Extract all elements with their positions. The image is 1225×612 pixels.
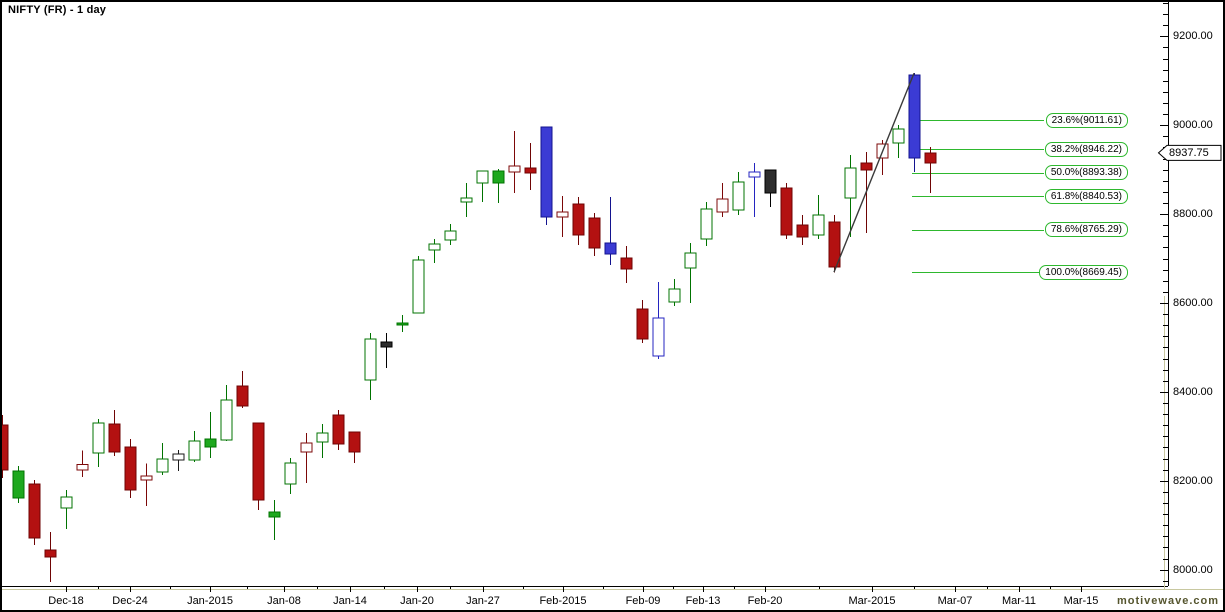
candle (796, 224, 809, 238)
fib-level-label[interactable]: 38.2%(8946.22) (1044, 141, 1128, 157)
candle (156, 458, 169, 473)
fib-level-label[interactable]: 61.8%(8840.53) (1044, 188, 1128, 204)
candle (0, 424, 9, 471)
candle (108, 423, 121, 453)
candle (572, 203, 585, 236)
candle (812, 214, 825, 236)
candle (140, 475, 153, 481)
candle (44, 549, 57, 558)
candle (316, 432, 329, 443)
price-axis-label: 8800.00 (1173, 208, 1213, 221)
time-axis-label: Feb-13 (685, 595, 721, 607)
time-axis-label: Mar-07 (937, 595, 973, 607)
price-axis-label: 8400.00 (1173, 385, 1213, 398)
time-axis-label: Jan-27 (466, 595, 500, 607)
price-axis-label: 8600.00 (1173, 297, 1213, 309)
candle (476, 170, 489, 184)
candle (540, 126, 553, 218)
candle (652, 317, 665, 357)
time-axis-label: Jan-14 (333, 595, 367, 607)
candle (444, 230, 457, 241)
candle (668, 288, 681, 303)
candle (716, 198, 729, 213)
candle (76, 463, 89, 471)
candle (364, 338, 377, 381)
last-price-tag: 8937.75 (1169, 147, 1209, 159)
candle (172, 453, 185, 461)
chart-title: NIFTY (FR) - 1 day (8, 4, 107, 16)
time-axis-label: Jan-20 (400, 595, 434, 607)
candle (220, 399, 233, 441)
candle (924, 152, 937, 164)
last-price-marker (1157, 144, 1222, 161)
candle (588, 217, 601, 249)
candle (492, 170, 505, 184)
candle (556, 211, 569, 218)
candle (524, 167, 537, 174)
trendline[interactable] (833, 73, 915, 273)
candle (124, 446, 137, 491)
candle (636, 308, 649, 340)
candle (268, 511, 281, 518)
candle (764, 169, 777, 194)
time-axis-label: Feb-09 (625, 595, 661, 607)
candle (92, 422, 105, 454)
fib-level-label[interactable]: 78.6%(8765.29) (1044, 222, 1128, 238)
candle (348, 431, 361, 453)
time-axis-label: Dec-18 (48, 595, 84, 607)
candle (508, 165, 521, 173)
candle (732, 181, 745, 211)
candle (300, 442, 313, 453)
time-axis-label: Dec-24 (112, 595, 148, 607)
candle (204, 438, 217, 448)
candle (60, 496, 73, 509)
candle (284, 462, 297, 485)
time-axis-label: Mar-2015 (848, 595, 896, 607)
time-axis-label: Mar-11 (1001, 595, 1037, 607)
candle (780, 187, 793, 236)
time-axis-label: Feb-20 (747, 595, 783, 607)
candle (428, 243, 441, 251)
fib-level-label[interactable]: 100.0%(8669.45) (1039, 264, 1128, 280)
candle (684, 252, 697, 269)
candle (748, 171, 761, 178)
candle (396, 322, 409, 326)
price-axis-label: 8000.00 (1173, 563, 1213, 576)
candle (892, 128, 905, 144)
candle (12, 470, 25, 499)
price-axis-label: 9000.00 (1173, 119, 1213, 132)
candle (844, 167, 857, 199)
time-axis-label: Mar-15 (1063, 595, 1099, 607)
price-axis-label: 8200.00 (1173, 474, 1213, 487)
candle (380, 341, 393, 348)
candle (604, 242, 617, 255)
time-axis-label: Jan-2015 (187, 595, 233, 607)
candle (620, 257, 633, 270)
candle (908, 74, 921, 159)
candle (236, 385, 249, 407)
fib-level-label[interactable]: 50.0%(8893.38) (1044, 165, 1128, 181)
time-axis-label: Jan-08 (267, 595, 301, 607)
candle (188, 440, 201, 461)
candle (332, 414, 345, 445)
candle (700, 208, 713, 240)
candle (252, 422, 265, 501)
price-axis-label: 9200.00 (1173, 30, 1213, 43)
candle (860, 162, 873, 171)
candle (412, 259, 425, 314)
candle (28, 483, 41, 539)
candle (460, 197, 473, 203)
time-axis-label: Feb-2015 (539, 595, 587, 607)
candle (828, 221, 841, 268)
fib-level-label[interactable]: 23.6%(9011.61) (1045, 112, 1128, 128)
watermark: motivewave.com (1116, 595, 1219, 607)
